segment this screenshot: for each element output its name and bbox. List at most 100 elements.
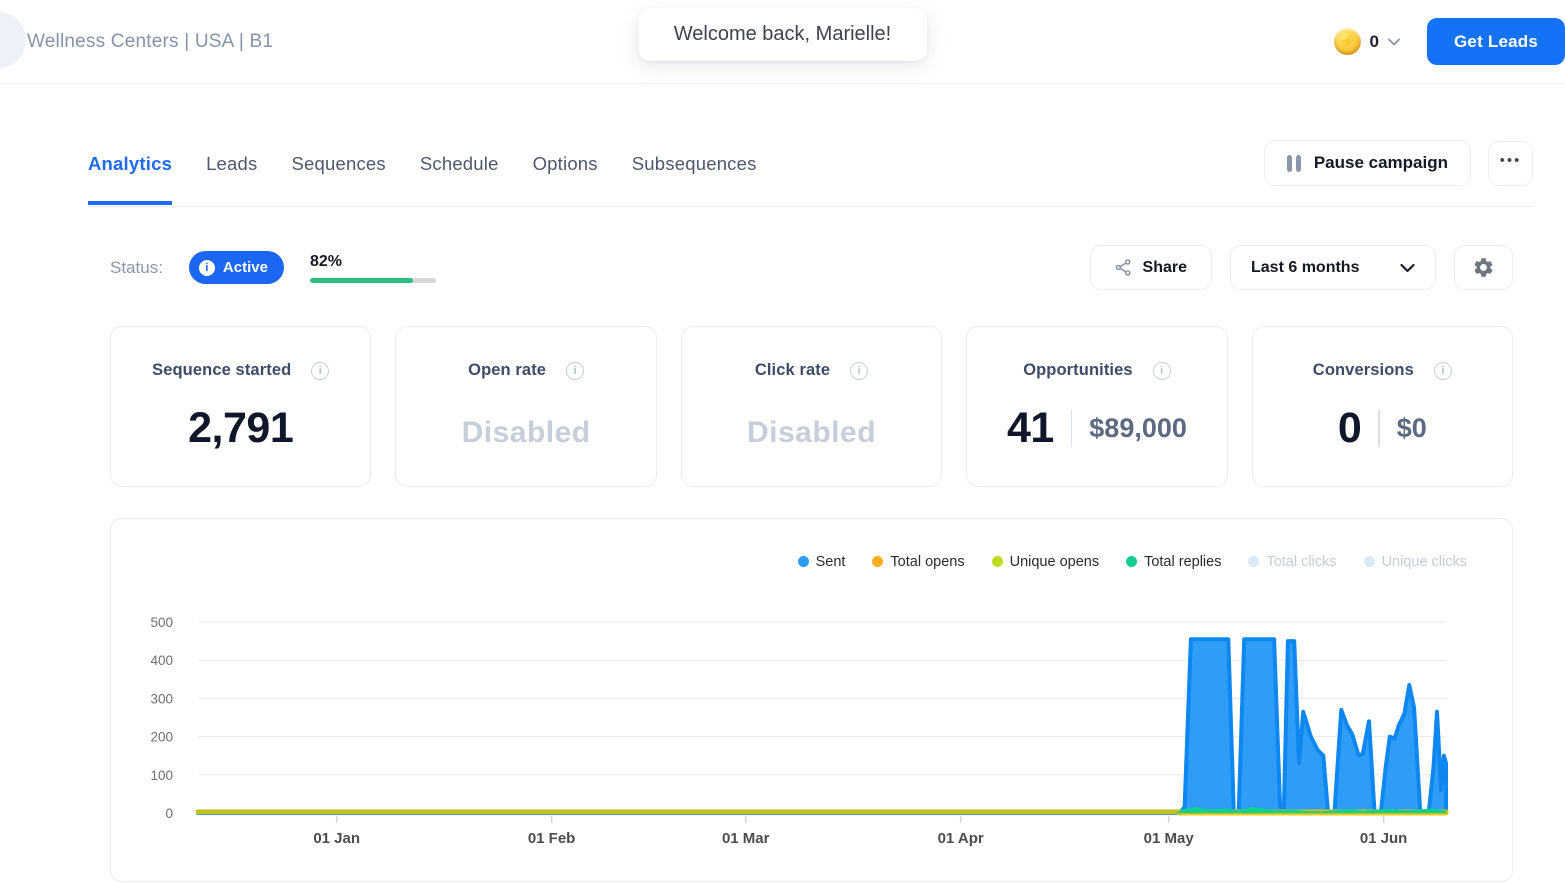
divider [1070, 410, 1073, 447]
analytics-chart: 0 100 200 300 400 500 01 Jan 01 Feb 01 Mar 01 Apr… [150, 615, 1449, 847]
stat-label: Open rate [468, 361, 547, 379]
share-icon [1115, 259, 1131, 276]
legend-item-unique-clicks[interactable]: Unique clicks [1363, 553, 1467, 570]
stat-card-sequence-started: Sequence started i 2,791 [110, 326, 372, 487]
tab-leads[interactable]: Leads [206, 153, 258, 174]
stat-secondary-value: $0 [1396, 413, 1427, 443]
tab-schedule[interactable]: Schedule [419, 153, 499, 174]
legend-dot-icon [1248, 556, 1260, 567]
svg-text:01 Mar: 01 Mar [722, 830, 770, 847]
status-row: Status: i Active 82% Share [110, 245, 1513, 290]
stat-value: 2,791 [188, 404, 294, 452]
svg-text:500: 500 [150, 615, 173, 630]
progress-bar [309, 277, 436, 283]
legend-label: Unique clicks [1381, 553, 1467, 570]
svg-text:01 Jun: 01 Jun [1360, 830, 1408, 847]
divider [1378, 410, 1380, 447]
stat-label: Opportunities [1023, 361, 1133, 379]
info-icon: i [198, 259, 215, 276]
tab-bar: Analytics Leads Sequences Schedule Optio… [88, 140, 757, 205]
legend-label: Sent [815, 553, 846, 570]
welcome-banner: Welcome back, Marielle! [637, 8, 928, 61]
status-badge-label: Active [222, 259, 268, 276]
stat-value: Disabled [746, 416, 877, 449]
status-left: Status: i Active 82% [110, 251, 436, 284]
status-badge[interactable]: i Active [188, 251, 284, 284]
tabs-row: Analytics Leads Sequences Schedule Optio… [88, 140, 1533, 207]
date-range-select[interactable]: Last 6 months [1230, 245, 1436, 290]
progress-block: 82% [309, 252, 436, 283]
legend-label: Total clicks [1266, 553, 1337, 570]
legend-label: Total opens [890, 553, 965, 570]
legend-item-unique-opens[interactable]: Unique opens [991, 553, 1100, 570]
tab-options[interactable]: Options [532, 153, 598, 174]
svg-text:01 Feb: 01 Feb [528, 830, 576, 847]
credits-count: 0 [1369, 31, 1379, 51]
campaign-title: Wellness Centers | USA | B1 [27, 30, 274, 52]
legend-dot-icon [797, 556, 809, 567]
legend-label: Total replies [1144, 553, 1222, 570]
date-range-value: Last 6 months [1251, 258, 1360, 276]
share-button[interactable]: Share [1089, 245, 1212, 290]
stat-cards-row: Sequence started i 2,791 Open rate i Dis… [110, 326, 1514, 487]
chevron-down-icon [1400, 263, 1415, 273]
legend-item-total-opens[interactable]: Total opens [872, 553, 965, 570]
settings-button[interactable] [1454, 245, 1513, 290]
stat-card-opportunities: Opportunities i 41 $89,000 [966, 326, 1228, 487]
stat-secondary-value: $89,000 [1089, 413, 1187, 443]
svg-text:01 May: 01 May [1144, 830, 1195, 847]
pause-campaign-button[interactable]: Pause campaign [1263, 140, 1471, 186]
info-icon[interactable]: i [566, 361, 585, 380]
legend-dot-icon [991, 556, 1003, 567]
status-label: Status: [110, 257, 163, 277]
svg-text:01 Jan: 01 Jan [313, 830, 360, 847]
avatar[interactable] [0, 12, 26, 68]
svg-text:300: 300 [150, 691, 173, 706]
stat-label: Conversions [1312, 361, 1414, 379]
tab-subsequences[interactable]: Subsequences [631, 153, 757, 174]
lightning-icon: ⚡ [1338, 32, 1357, 50]
info-icon[interactable]: i [1433, 361, 1452, 380]
svg-text:100: 100 [150, 768, 173, 783]
progress-percent: 82% [309, 252, 342, 270]
welcome-message: Welcome back, Marielle! [673, 23, 892, 45]
gear-icon [1474, 258, 1493, 277]
stat-card-click-rate: Click rate i Disabled [680, 326, 943, 487]
legend-item-sent[interactable]: Sent [797, 553, 846, 570]
stat-label: Sequence started [152, 361, 292, 379]
get-leads-button[interactable]: Get Leads [1427, 18, 1565, 65]
more-options-button[interactable]: ••• [1488, 140, 1533, 186]
legend-label: Unique opens [1009, 553, 1100, 570]
legend-dot-icon [1363, 556, 1375, 567]
stat-value: Disabled [461, 416, 591, 449]
pause-icon [1286, 154, 1301, 172]
chevron-down-icon [1388, 38, 1400, 46]
status-controls: Share Last 6 months [1089, 245, 1513, 290]
stat-card-conversions: Conversions i 0 $0 [1251, 326, 1514, 487]
stat-value: 41 [1006, 404, 1054, 452]
info-icon[interactable]: i [850, 361, 869, 380]
tab-sequences[interactable]: Sequences [291, 153, 386, 174]
stat-value: 0 [1337, 404, 1362, 452]
info-icon[interactable]: i [1152, 361, 1171, 380]
info-icon[interactable]: i [311, 361, 330, 380]
tab-analytics[interactable]: Analytics [88, 140, 173, 205]
legend-dot-icon [872, 556, 884, 567]
svg-text:01 Apr: 01 Apr [938, 830, 984, 847]
chart-legend: Sent Total opens Unique opens Total replies… [111, 552, 1512, 571]
analytics-chart-card: Sent Total opens Unique opens Total replies… [110, 518, 1513, 882]
stat-card-open-rate: Open rate i Disabled [395, 326, 657, 487]
svg-text:0: 0 [165, 806, 173, 821]
top-bar: Wellness Centers | USA | B1 Welcome back… [0, 0, 1565, 84]
svg-text:400: 400 [150, 653, 173, 668]
stat-label: Click rate [754, 361, 831, 379]
tab-actions: Pause campaign ••• [1263, 140, 1533, 206]
topbar-right: ⚡ 0 Get Leads [1333, 18, 1565, 65]
svg-text:200: 200 [150, 730, 173, 745]
legend-item-total-replies[interactable]: Total replies [1126, 554, 1221, 570]
legend-dot-icon [1126, 556, 1138, 567]
coin-icon: ⚡ [1333, 28, 1361, 55]
legend-item-total-clicks[interactable]: Total clicks [1248, 553, 1337, 570]
credits-menu[interactable]: ⚡ 0 [1333, 28, 1400, 55]
